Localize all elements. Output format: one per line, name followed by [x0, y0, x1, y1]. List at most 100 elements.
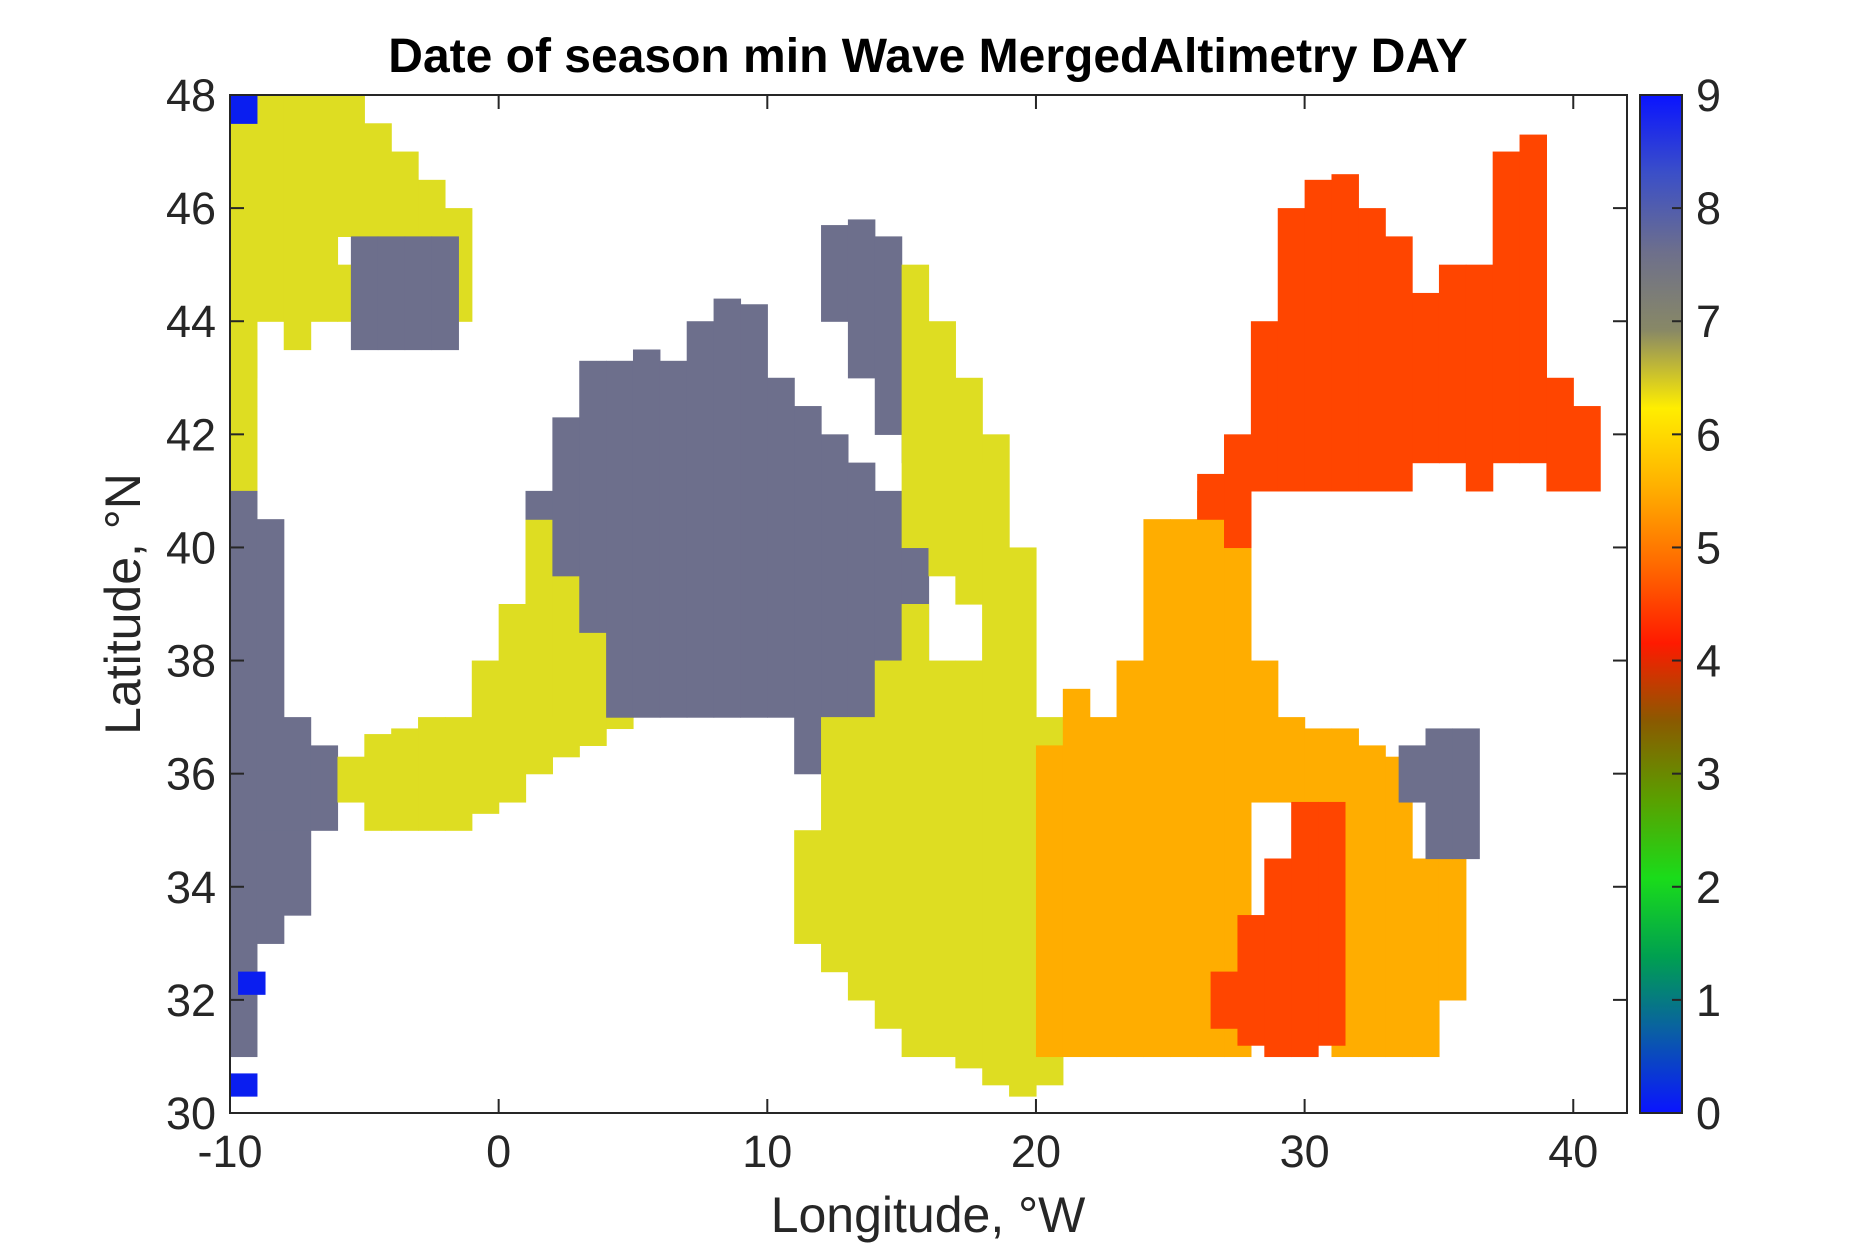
- data-cell: [1009, 547, 1037, 1097]
- data-cell: [955, 462, 983, 520]
- data-cell: [1385, 236, 1413, 492]
- data-cell: [1237, 915, 1265, 1046]
- y-axis-ticks: 30 32 34 36 38 40 42 44 46 48: [166, 70, 1627, 1139]
- data-cell: [606, 360, 634, 718]
- y-tick-label: 38: [166, 636, 216, 687]
- data-cell: [1358, 745, 1386, 1058]
- data-cell: [1170, 519, 1198, 1058]
- data-cell: [1519, 134, 1548, 464]
- data-cell: [337, 756, 365, 803]
- data-cell: [1250, 321, 1279, 492]
- plot-frame: [229, 94, 1628, 1114]
- data-cell: [364, 123, 392, 237]
- data-cell: [1304, 728, 1333, 803]
- data-cell: [238, 971, 266, 995]
- data-cell: [283, 95, 312, 322]
- region-levantine-central-strip: [1210, 801, 1346, 1058]
- data-cell: [686, 321, 715, 718]
- region-black-sea: [1197, 134, 1601, 549]
- colorbar-tick-label: 9: [1696, 70, 1721, 121]
- y-tick-label: 34: [166, 862, 216, 913]
- data-cell: [1062, 688, 1091, 1058]
- y-tick-label: 44: [166, 296, 216, 347]
- data-cell: [310, 745, 339, 831]
- colorbar-tick-label: 5: [1696, 522, 1721, 573]
- data-cell: [1573, 406, 1601, 492]
- region-bay-of-biscay: [230, 95, 473, 492]
- data-cell: [418, 717, 446, 831]
- data-cell: [847, 462, 876, 718]
- data-cell: [230, 95, 258, 124]
- data-cell: [1291, 801, 1319, 1058]
- data-cell: [1035, 745, 1064, 1058]
- data-cell: [847, 717, 876, 1001]
- data-cell: [525, 490, 553, 520]
- y-tick-label: 40: [166, 522, 216, 573]
- x-tick-label: -10: [197, 1126, 262, 1177]
- y-tick-label: 48: [166, 70, 216, 121]
- data-cell: [230, 1073, 258, 1097]
- data-cell: [794, 830, 822, 944]
- data-cell: [821, 717, 849, 973]
- data-cell: [1210, 971, 1239, 1029]
- colorbar-tick-label: 2: [1696, 862, 1721, 913]
- data-cell: [391, 728, 419, 831]
- data-cell: [391, 151, 419, 237]
- data-cell: [1412, 292, 1440, 464]
- data-cell: [377, 236, 406, 351]
- data-cell: [364, 734, 392, 831]
- data-cell: [1492, 151, 1521, 464]
- data-cell: [230, 95, 258, 379]
- y-tick-label: 46: [166, 183, 216, 234]
- data-cell: [1331, 174, 1359, 492]
- data-cell: [1277, 717, 1306, 803]
- region-biscay-east-shelf: [350, 236, 459, 351]
- data-cell: [1143, 519, 1171, 1058]
- y-tick-label: 32: [166, 975, 216, 1026]
- data-cell: [1425, 728, 1453, 860]
- colorbar-tick-label: 8: [1696, 183, 1721, 234]
- data-cell: [874, 660, 903, 1029]
- x-tick-label: 10: [742, 1126, 792, 1177]
- region-moroccan-coast-cells: [230, 95, 266, 1097]
- data-cell: [1250, 660, 1279, 803]
- y-tick-label: 42: [166, 409, 216, 460]
- x-tick-label: 20: [1011, 1126, 1061, 1177]
- data-cell: [632, 349, 661, 718]
- data-cell: [847, 219, 876, 379]
- data-cell: [1116, 660, 1145, 1058]
- data-cell: [230, 349, 258, 407]
- data-cell: [1197, 490, 1225, 1058]
- x-axis-ticks: -10 0 10 20 30 40: [197, 95, 1598, 1177]
- data-cell: [230, 406, 258, 492]
- x-tick-label: 40: [1548, 1126, 1598, 1177]
- colorbar-tick-label: 1: [1696, 975, 1721, 1026]
- data-cell: [1197, 473, 1225, 520]
- data-cell: [579, 360, 607, 633]
- data-cell: [821, 225, 849, 322]
- x-axis-label: Longitude, °W: [771, 1187, 1086, 1243]
- data-cell: [552, 417, 580, 577]
- data-cell: [1546, 377, 1574, 492]
- data-cell: [874, 236, 903, 435]
- data-cell: [337, 95, 365, 237]
- data-cell: [256, 95, 285, 322]
- data-cell: [740, 304, 768, 718]
- data-cell: [794, 406, 822, 775]
- data-cell: [767, 377, 795, 718]
- data-cells: [230, 95, 1601, 1097]
- data-cell: [928, 660, 956, 1058]
- colorbar-tick-label: 0: [1696, 1088, 1721, 1139]
- colorbar-tick-label: 4: [1696, 636, 1721, 687]
- data-cell: [1224, 434, 1252, 549]
- data-cell: [928, 434, 956, 492]
- data-cell: [955, 660, 983, 1069]
- data-cell: [1398, 745, 1427, 803]
- y-axis-label: Latitude, °N: [95, 473, 151, 735]
- data-cell: [1264, 858, 1292, 1058]
- data-cell: [498, 604, 527, 803]
- data-cell: [1318, 801, 1346, 1046]
- data-cell: [1089, 717, 1118, 1058]
- data-cell: [982, 547, 1010, 1086]
